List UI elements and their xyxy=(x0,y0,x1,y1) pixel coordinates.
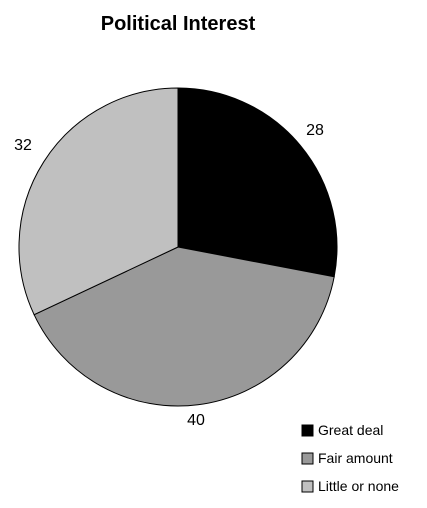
data-labels: 28 40 32 xyxy=(14,122,324,429)
data-label-little-or-none: 32 xyxy=(14,137,32,154)
legend: Great deal Fair amount Little or none xyxy=(301,422,399,494)
legend-label-fair-amount: Fair amount xyxy=(318,450,393,466)
legend-label-little-or-none: Little or none xyxy=(318,478,399,494)
pie-slice-great-deal xyxy=(177,87,338,278)
pie-slice-little-or-none xyxy=(18,87,179,316)
legend-swatch-fair-amount xyxy=(301,452,314,465)
chart-title: Political Interest xyxy=(101,13,256,35)
legend-swatch-great-deal xyxy=(301,424,314,437)
data-label-great-deal: 28 xyxy=(306,122,324,139)
pie-slice-fair-amount xyxy=(33,246,335,407)
data-label-fair-amount: 40 xyxy=(187,412,205,429)
pie-slices xyxy=(18,87,338,407)
legend-label-great-deal: Great deal xyxy=(318,422,383,438)
legend-swatch-little-or-none xyxy=(301,480,314,493)
